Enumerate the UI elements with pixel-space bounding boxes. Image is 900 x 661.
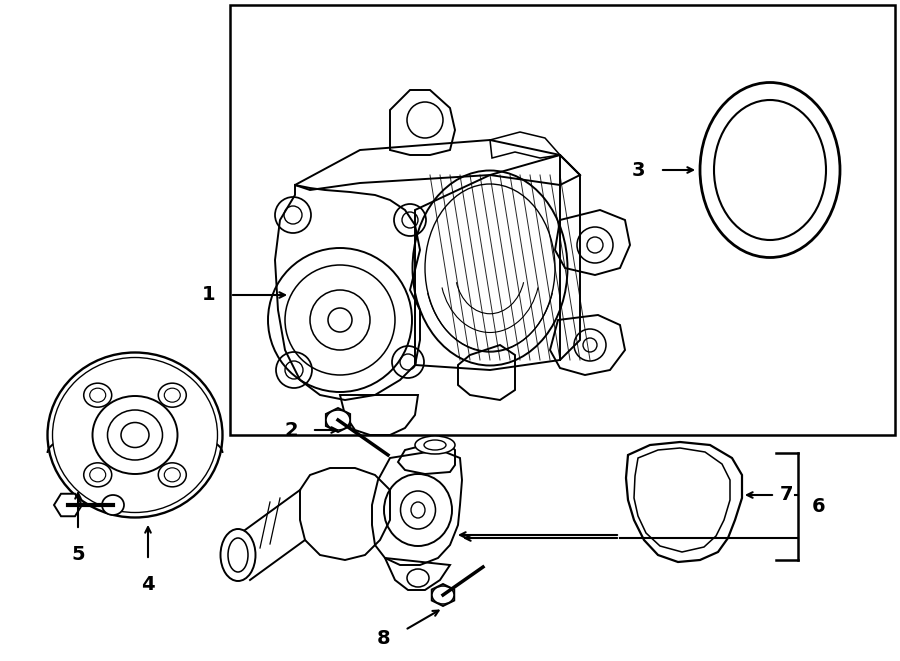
Ellipse shape bbox=[102, 495, 124, 515]
Ellipse shape bbox=[326, 410, 350, 430]
Text: 8: 8 bbox=[376, 629, 390, 648]
Text: 5: 5 bbox=[71, 545, 85, 564]
Ellipse shape bbox=[158, 463, 186, 487]
Text: 7: 7 bbox=[780, 485, 794, 504]
Ellipse shape bbox=[415, 436, 455, 454]
Ellipse shape bbox=[158, 383, 186, 407]
Bar bbox=[230, 5, 895, 435]
Text: 2: 2 bbox=[284, 420, 298, 440]
Ellipse shape bbox=[52, 358, 218, 512]
Ellipse shape bbox=[84, 383, 112, 407]
Polygon shape bbox=[326, 408, 350, 432]
Text: 3: 3 bbox=[632, 161, 645, 180]
Ellipse shape bbox=[84, 463, 112, 487]
Polygon shape bbox=[432, 584, 454, 606]
Polygon shape bbox=[54, 494, 82, 516]
Text: 4: 4 bbox=[141, 575, 155, 594]
Text: 1: 1 bbox=[202, 286, 215, 305]
Ellipse shape bbox=[432, 586, 454, 604]
Text: 6: 6 bbox=[812, 498, 825, 516]
Ellipse shape bbox=[220, 529, 256, 581]
